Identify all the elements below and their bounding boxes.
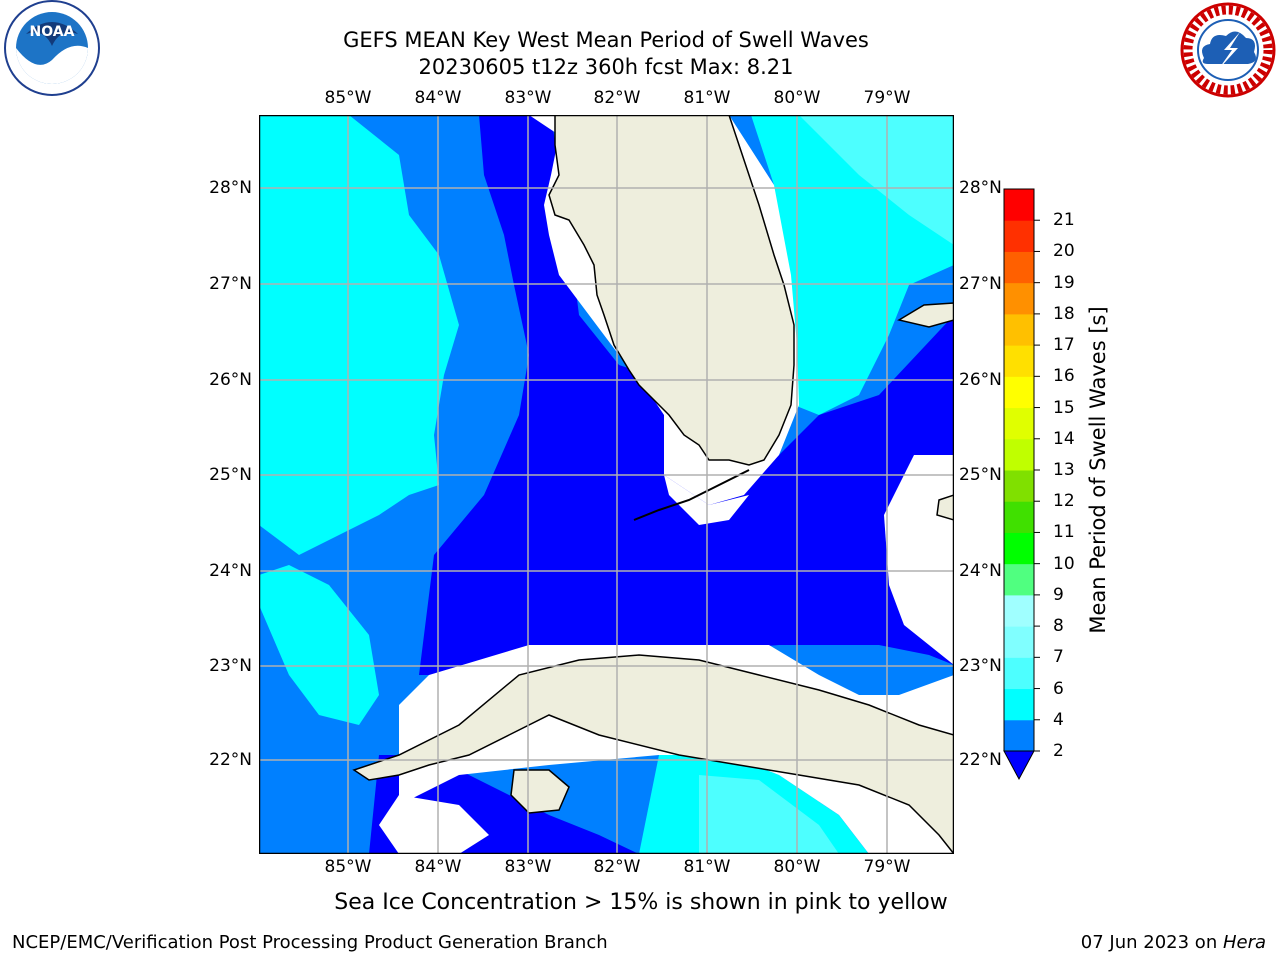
nws-logo: [1180, 2, 1276, 98]
top-lon-label: 85°W: [324, 88, 372, 108]
left-lat-label: 25°N: [209, 465, 252, 485]
top-lon-label: 79°W: [863, 88, 911, 108]
land-andros: [936, 494, 954, 521]
colorbar-tick-label: 21: [1053, 210, 1075, 231]
graticule: [259, 115, 954, 854]
land-grand-bahama: [897, 302, 954, 328]
land-florida: [548, 115, 795, 466]
missing-zone-southwest: [379, 795, 489, 854]
footer-date: 07 Jun 2023 on Hera: [1081, 932, 1266, 953]
band-below-2-main: [419, 115, 954, 675]
bottom-lon-label: 79°W: [863, 857, 911, 877]
missing-zone-keys: [664, 475, 749, 525]
colorbar-tick-label: 19: [1053, 272, 1075, 293]
left-lat-label: 27°N: [209, 274, 252, 294]
colorbar-segment: [1004, 470, 1034, 502]
right-lat-label: 27°N: [959, 274, 1002, 294]
colorbar-under-arrow: [1003, 750, 1035, 781]
right-lat-label: 26°N: [959, 370, 1002, 390]
colorbar-tick-label: 12: [1053, 491, 1075, 512]
colorbar-tick-label: 6: [1053, 678, 1064, 699]
right-lat-label: 22°N: [959, 750, 1002, 770]
left-lat-label: 24°N: [209, 561, 252, 581]
land-florida-keys: [633, 469, 750, 521]
colorbar-tick-label: 7: [1053, 647, 1064, 668]
sea-ice-caption: Sea Ice Concentration > 15% is shown in …: [334, 890, 948, 915]
map-frame: [259, 115, 954, 854]
colorbar-segment: [1004, 313, 1034, 346]
colorbar-tick-label: 14: [1053, 428, 1075, 449]
chart-title: GEFS MEAN Key West Mean Period of Swell …: [343, 28, 869, 52]
top-lon-label: 83°W: [504, 88, 552, 108]
colorbar-title: Mean Period of Swell Waves [s]: [1086, 306, 1110, 634]
left-lat-label: 22°N: [209, 750, 252, 770]
colorbar-tick-label: 13: [1053, 460, 1075, 480]
colorbar-tick-label: 16: [1053, 366, 1075, 387]
colorbar-segment: [1004, 376, 1034, 409]
band-6-8-south: [699, 775, 839, 854]
colorbar-segment: [1004, 282, 1034, 315]
bottom-lon-label: 85°W: [324, 857, 372, 877]
swell-period-map: [259, 115, 954, 854]
colorbar-segment: [1004, 657, 1034, 690]
colorbar-segment: [1004, 563, 1034, 596]
top-lon-label: 81°W: [683, 88, 731, 108]
top-lon-label: 82°W: [593, 88, 641, 108]
missing-zone-bahamas: [884, 455, 954, 665]
land-isle-of-youth: [510, 769, 570, 814]
colorbar-tick-label: 17: [1053, 335, 1075, 356]
colorbar-segment: [1004, 407, 1034, 440]
footer-host: Hera: [1222, 932, 1266, 953]
colorbar: [1003, 188, 1040, 781]
top-lon-label: 80°W: [773, 88, 821, 108]
colorbar-segment: [1004, 532, 1034, 565]
left-lat-label: 26°N: [209, 370, 252, 390]
footer-date-text: 07 Jun 2023 on: [1080, 932, 1223, 953]
colorbar-tick-label: 20: [1053, 241, 1075, 262]
band-4-6-west: [259, 115, 459, 555]
left-lat-label: 23°N: [209, 656, 252, 676]
bottom-lon-label: 83°W: [504, 857, 552, 877]
colorbar-segment: [1004, 688, 1034, 721]
left-lat-label: 28°N: [209, 178, 252, 198]
chart-subtitle: 20230605 t12z 360h fcst Max: 8.21: [418, 55, 794, 79]
top-lon-label: 84°W: [414, 88, 462, 108]
colorbar-tick-label: 2: [1053, 741, 1064, 761]
colorbar-segment: [1004, 345, 1034, 377]
land-cuba: [352, 654, 954, 854]
colorbar-tick-label: 9: [1053, 584, 1064, 605]
colorbar-tick-label: 4: [1053, 709, 1064, 730]
colorbar-tick-label: 15: [1053, 397, 1075, 418]
bottom-lon-label: 84°W: [414, 857, 462, 877]
bottom-lon-label: 82°W: [593, 857, 641, 877]
colorbar-tick-label: 11: [1053, 522, 1075, 543]
colorbar-tick-label: 10: [1053, 553, 1075, 574]
colorbar-segment: [1004, 594, 1034, 627]
band-6-8-east: [799, 115, 954, 245]
bottom-lon-label: 80°W: [773, 857, 821, 877]
right-lat-label: 23°N: [959, 656, 1002, 676]
colorbar-tick-label: 8: [1053, 616, 1064, 637]
colorbar-tick-label: 18: [1053, 303, 1075, 324]
right-lat-label: 24°N: [959, 561, 1002, 581]
colorbar-segment: [1004, 501, 1034, 533]
colorbar-segment: [1004, 438, 1034, 471]
right-lat-label: 25°N: [959, 465, 1002, 485]
colorbar-segment: [1004, 189, 1034, 221]
colorbar-segment: [1004, 251, 1034, 284]
right-lat-label: 28°N: [959, 178, 1002, 198]
colorbar-segment: [1004, 719, 1034, 752]
bottom-lon-label: 81°W: [683, 857, 731, 877]
colorbar-segment: [1004, 220, 1034, 252]
footer-branch: NCEP/EMC/Verification Post Processing Pr…: [12, 932, 608, 953]
noaa-logo-text: NOAA: [30, 24, 75, 40]
band-4-6-southwest: [259, 565, 379, 725]
noaa-logo: NOAA: [4, 0, 100, 96]
colorbar-segment: [1004, 626, 1034, 658]
